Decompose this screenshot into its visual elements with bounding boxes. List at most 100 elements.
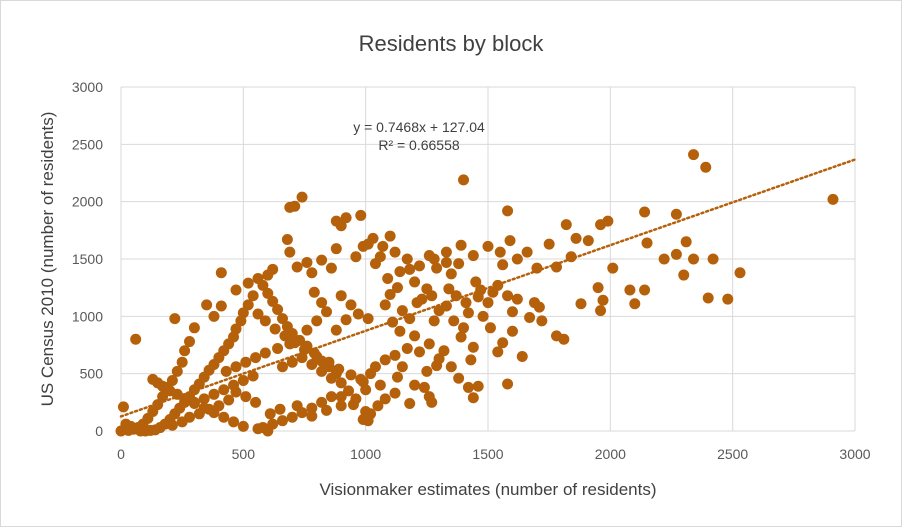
data-point	[276, 313, 288, 325]
data-point	[237, 420, 249, 432]
data-point	[352, 308, 364, 320]
data-point	[193, 408, 205, 420]
data-point	[264, 408, 276, 420]
x-tick-label: 2000	[595, 446, 626, 462]
data-point	[269, 323, 281, 335]
data-point	[502, 378, 514, 390]
data-point	[482, 297, 494, 309]
data-point	[262, 425, 274, 437]
data-point	[345, 299, 357, 311]
data-point	[230, 284, 242, 296]
data-point	[325, 372, 337, 384]
data-point	[218, 411, 230, 423]
data-point	[734, 267, 746, 279]
data-point	[543, 238, 555, 250]
data-point	[394, 266, 406, 278]
data-point	[250, 396, 262, 408]
data-point	[497, 337, 509, 349]
data-point	[443, 283, 455, 295]
data-point	[455, 239, 467, 251]
data-point	[560, 219, 572, 231]
data-point	[325, 262, 337, 274]
data-point	[281, 321, 293, 333]
data-point	[391, 371, 403, 383]
data-point	[404, 263, 416, 275]
data-point	[423, 338, 435, 350]
data-point	[362, 313, 374, 325]
data-point	[347, 399, 359, 411]
x-tick-label: 1000	[350, 446, 381, 462]
trendline-layer	[119, 158, 857, 418]
data-point	[340, 314, 352, 326]
data-point	[301, 324, 313, 336]
data-point	[453, 258, 465, 270]
data-points	[115, 149, 839, 437]
data-point	[536, 315, 548, 327]
data-point	[372, 400, 384, 412]
data-point	[286, 411, 298, 423]
data-point	[276, 361, 288, 373]
data-point	[176, 416, 188, 428]
trendline	[119, 158, 857, 418]
x-tick-label: 500	[232, 446, 256, 462]
data-point	[455, 331, 467, 343]
data-point	[296, 352, 308, 364]
data-point	[355, 373, 367, 385]
data-point	[428, 253, 440, 265]
trendline-equation: y = 0.7468x + 127.04	[353, 119, 485, 135]
data-point	[301, 256, 313, 268]
data-point	[242, 277, 254, 289]
data-point	[176, 356, 188, 368]
data-point	[551, 261, 563, 273]
data-point	[286, 356, 298, 368]
data-point	[506, 306, 518, 318]
data-point	[130, 333, 142, 345]
data-point	[413, 260, 425, 272]
data-point	[291, 261, 303, 273]
data-point	[502, 205, 514, 217]
data-point	[230, 386, 242, 398]
data-point	[409, 330, 421, 342]
data-point	[215, 300, 227, 312]
x-tick-label: 0	[117, 446, 125, 462]
data-point	[267, 295, 279, 307]
y-tick-label: 2500	[72, 136, 103, 152]
data-point	[384, 230, 396, 242]
data-point	[467, 392, 479, 404]
data-point	[521, 246, 533, 258]
data-point	[440, 246, 452, 258]
data-point	[279, 330, 291, 342]
data-point	[272, 342, 284, 354]
data-point	[306, 402, 318, 414]
data-point	[401, 253, 413, 265]
data-point	[409, 276, 421, 288]
data-point	[462, 381, 474, 393]
data-point	[237, 375, 249, 387]
data-point	[335, 391, 347, 403]
data-point	[570, 232, 582, 244]
data-point	[203, 403, 215, 415]
data-point	[502, 290, 514, 302]
data-point	[184, 336, 196, 348]
data-point	[487, 286, 499, 298]
data-point	[440, 256, 452, 268]
data-point	[252, 423, 264, 435]
data-point	[670, 248, 682, 260]
data-point	[389, 349, 401, 361]
data-point	[396, 361, 408, 373]
data-point	[240, 391, 252, 403]
data-point	[592, 282, 604, 294]
data-point	[296, 191, 308, 203]
data-point	[533, 301, 545, 313]
data-point	[215, 267, 227, 279]
data-point	[242, 299, 254, 311]
data-point	[335, 400, 347, 412]
data-point	[321, 306, 333, 318]
data-point	[458, 322, 470, 334]
data-point	[641, 237, 653, 249]
data-point	[453, 372, 465, 384]
y-axis-label: US Census 2010 (number of residents)	[38, 112, 57, 407]
data-point	[391, 282, 403, 294]
